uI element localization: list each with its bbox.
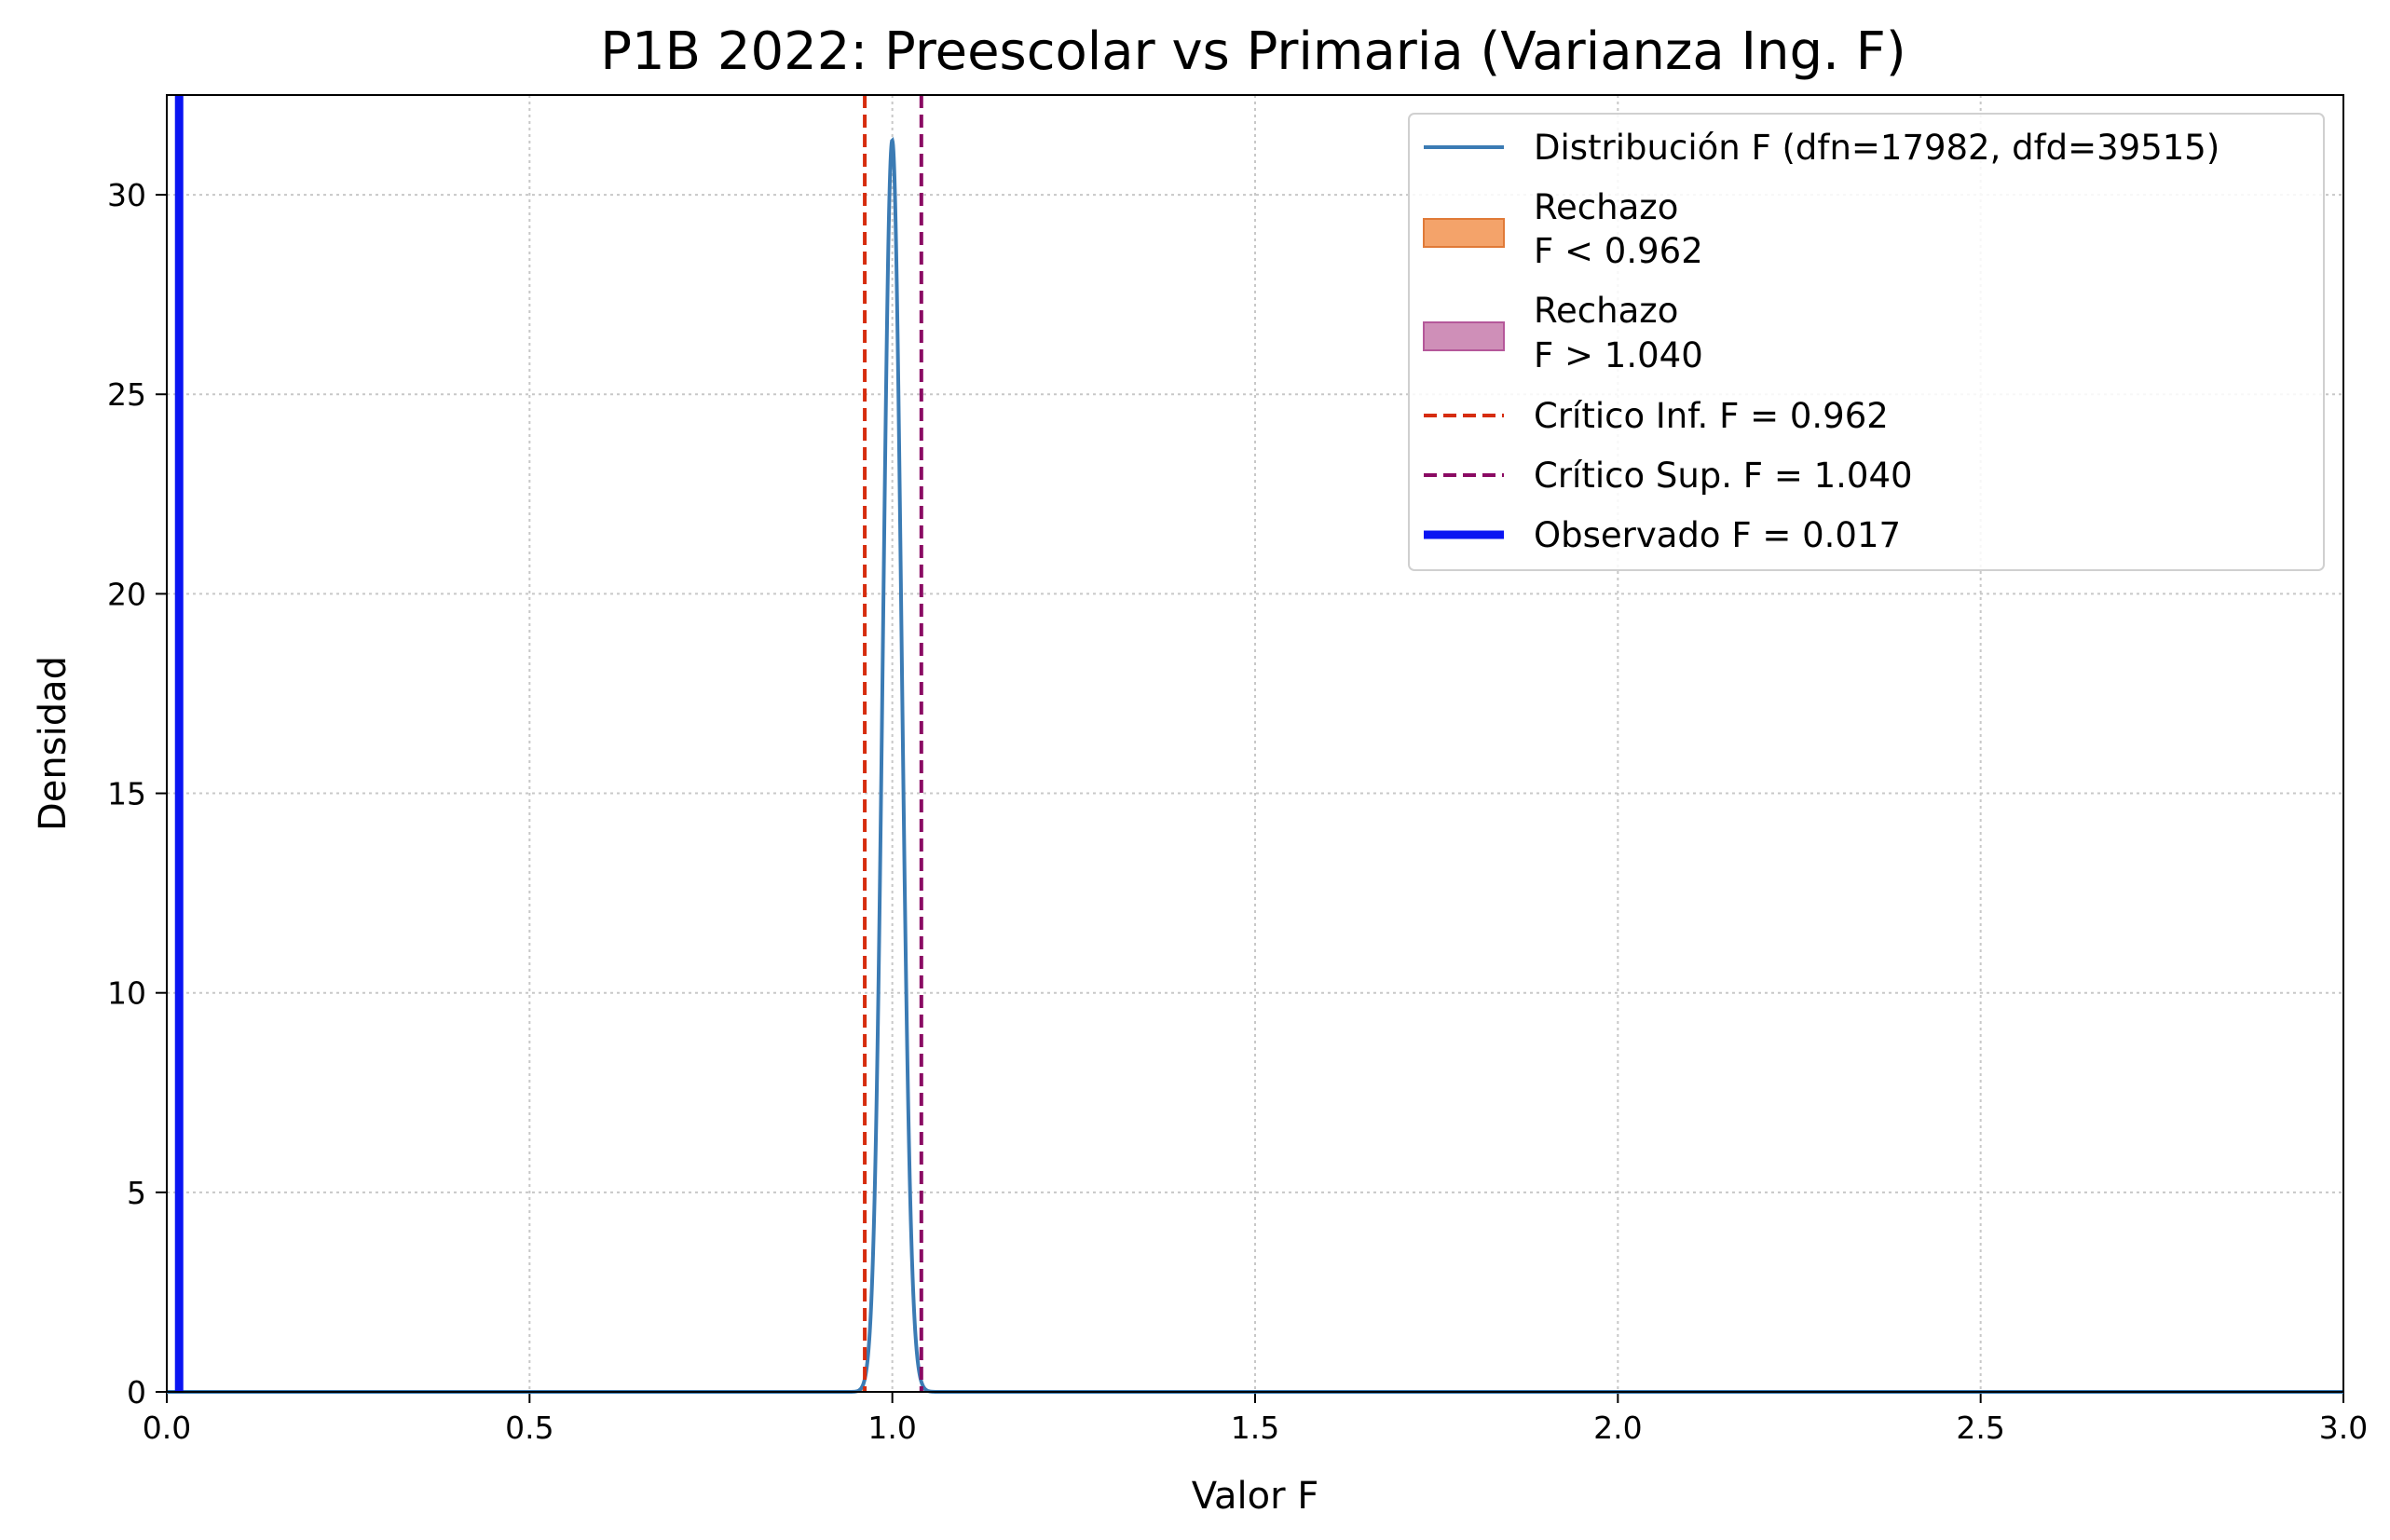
y-axis-label: Densidad: [32, 656, 75, 831]
y-tick-label: 25: [107, 376, 146, 413]
legend-label-reject-upper: Rechazo F > 1.040: [1534, 291, 1703, 375]
x-axis-label: Valor F: [1192, 1475, 1319, 1518]
legend-label-distribution: Distribución F (dfn=17982, dfd=39515): [1534, 128, 2219, 168]
x-tick-label: 2.5: [1956, 1410, 2004, 1446]
x-tick-label: 1.0: [867, 1410, 916, 1446]
x-tick-label: 0.0: [143, 1410, 191, 1446]
x-tick-label: 3.0: [2319, 1410, 2368, 1446]
legend-label-reject-upper-line2: F > 1.040: [1534, 335, 1703, 375]
legend-swatch-reject-lower: [1423, 218, 1505, 248]
y-tick-label: 5: [127, 1175, 146, 1211]
legend-label-reject-upper-line1: Rechazo: [1534, 291, 1678, 331]
legend: Distribución F (dfn=17982, dfd=39515) Re…: [1408, 113, 2325, 571]
y-tick-label: 10: [107, 975, 146, 1012]
y-ticks: 0 5 10 15 20 25 30: [107, 177, 167, 1411]
legend-box: [1408, 113, 2325, 571]
legend-label-critical-lower: Crítico Inf. F = 0.962: [1534, 396, 1889, 436]
x-tick-label: 2.0: [1593, 1410, 1642, 1446]
legend-label-critical-upper: Crítico Sup. F = 1.040: [1534, 456, 1913, 496]
y-tick-label: 0: [127, 1374, 146, 1411]
chart-title: P1B 2022: Preescolar vs Primaria (Varian…: [600, 21, 1906, 82]
y-tick-label: 15: [107, 776, 146, 812]
legend-label-observed: Observado F = 0.017: [1534, 515, 1901, 555]
axes-frame: [166, 94, 2344, 1393]
x-tick-label: 0.5: [505, 1410, 553, 1446]
legend-label-reject-lower-line2: F < 0.962: [1534, 231, 1703, 271]
legend-swatch-reject-upper: [1423, 321, 1505, 351]
x-tick-label: 1.5: [1231, 1410, 1279, 1446]
legend-label-reject-lower-line1: Rechazo: [1534, 187, 1678, 227]
y-tick-label: 20: [107, 576, 146, 612]
y-tick-label: 30: [107, 177, 146, 213]
x-ticks: 0.0 0.5 1.0 1.5 2.0 2.5 3.0: [143, 1392, 2368, 1446]
legend-label-reject-lower: Rechazo F < 0.962: [1534, 187, 1703, 271]
